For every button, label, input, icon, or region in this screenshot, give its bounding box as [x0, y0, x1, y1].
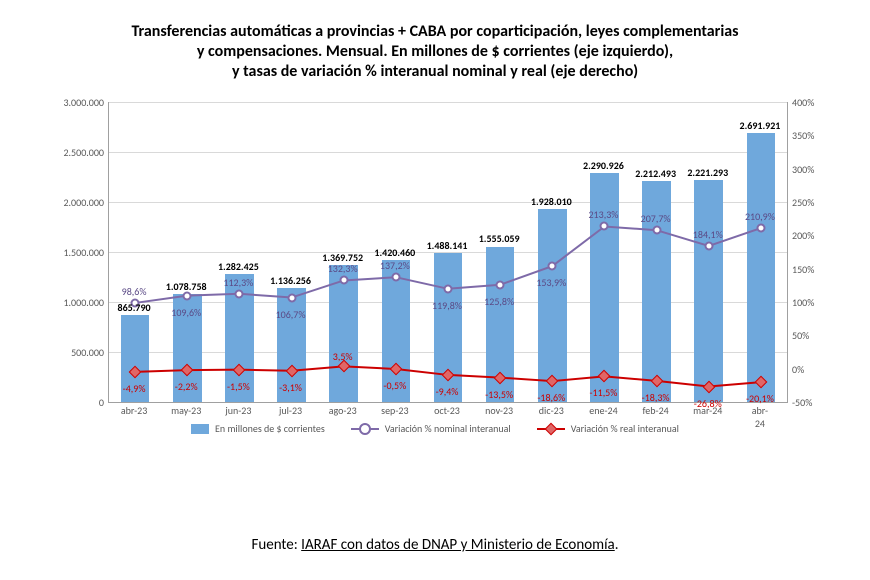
y-right-tick: 50%	[792, 329, 809, 342]
line-value-label: 137,2%	[380, 259, 410, 272]
x-tick: jun-23	[225, 404, 251, 417]
bar-value-label: 2.221.293	[687, 166, 728, 179]
y-right-tick: 350%	[792, 129, 814, 142]
bar-value-label: 1.420.460	[374, 246, 415, 259]
chart: abr-23 may-23 jun-23 jul-23 ago-23 sep-23 oct-…	[40, 92, 830, 422]
legend-label: Variación % real interanual	[571, 422, 679, 435]
source-text: IARAF con datos de DNAP y Ministerio de …	[301, 536, 615, 554]
title-line-3: y tasas de variación % interanual nomina…	[30, 62, 840, 82]
line-value-label: -20,1%	[746, 392, 774, 405]
line-value-label: 207,7%	[641, 212, 671, 225]
bar-value-label: 2.212.493	[635, 167, 676, 180]
x-tick: ago-23	[329, 404, 357, 417]
y-left-tick: 1.000.000	[44, 296, 104, 309]
line-value-label: -4,9%	[123, 382, 146, 395]
line-value-label: -18,3%	[642, 391, 670, 404]
legend-item: Variación % nominal interanual	[351, 422, 511, 435]
line-value-label: 125,8%	[484, 295, 514, 308]
line-value-label: 119,8%	[432, 299, 462, 312]
plot-area	[108, 102, 788, 403]
line-value-label: 112,3%	[223, 276, 253, 289]
y-right-tick: 0%	[792, 363, 804, 376]
x-tick: nov-23	[485, 404, 513, 417]
line-value-label: 98,6%	[122, 285, 147, 298]
title-line-2: y compensaciones. Mensual. En millones d…	[30, 42, 840, 62]
line-value-label: -1,5%	[227, 380, 250, 393]
y-right-tick: 200%	[792, 229, 814, 242]
line-value-label: 153,9%	[536, 276, 566, 289]
y-right-tick: -50%	[792, 396, 812, 409]
source-suffix: .	[615, 536, 619, 554]
x-tick: ene-24	[589, 404, 617, 417]
legend-item: En millones de $ corrientes	[191, 422, 325, 435]
x-axis: abr-23 may-23 jun-23 jul-23 ago-23 sep-23 oct-…	[108, 402, 786, 420]
x-tick: oct-23	[434, 404, 460, 417]
legend-label: En millones de $ corrientes	[215, 422, 325, 435]
line-value-label: 210,9%	[745, 210, 775, 223]
diamond-icon	[544, 422, 557, 435]
bar-value-label: 2.691.921	[740, 119, 781, 132]
line-value-label: 109,6%	[171, 306, 201, 319]
legend-swatch-line	[351, 424, 379, 434]
line-value-label: 132,3%	[328, 262, 358, 275]
line-value-label: -11,5%	[589, 386, 617, 399]
x-tick: may-23	[171, 404, 201, 417]
chart-title: Transferencias automáticas a provincias …	[30, 22, 840, 82]
bar-value-label: 1.488.141	[427, 239, 468, 252]
bar-value-label: 865.790	[118, 301, 151, 314]
circle-icon	[359, 423, 371, 435]
y-right-tick: 100%	[792, 296, 814, 309]
y-right-tick: 250%	[792, 196, 814, 209]
legend-label: Variación % nominal interanual	[385, 422, 511, 435]
y-right-tick: 300%	[792, 163, 814, 176]
line-value-label: 184,1%	[693, 228, 723, 241]
line-value-label: -18,6%	[537, 391, 565, 404]
y-right-tick: 150%	[792, 263, 814, 276]
line-value-label: 3,5%	[333, 350, 353, 363]
line-value-label: -9,4%	[436, 385, 459, 398]
line-value-label: 213,3%	[588, 208, 618, 221]
bar-value-label: 1.555.059	[479, 232, 520, 245]
line-value-label: -13,5%	[485, 388, 513, 401]
x-tick: jul-23	[279, 404, 302, 417]
legend: En millones de $ corrientes Variación % n…	[40, 422, 830, 435]
line-value-label: 106,7%	[276, 308, 306, 321]
y-left-tick: 3.000.000	[44, 96, 104, 109]
x-tick: feb-24	[642, 404, 668, 417]
bar-value-label: 2.290.926	[583, 159, 624, 172]
bar-value-label: 1.282.425	[218, 260, 259, 273]
page: Transferencias automáticas a provincias …	[0, 0, 870, 580]
x-tick: sep-23	[381, 404, 408, 417]
y-left-tick: 1.500.000	[44, 246, 104, 259]
legend-item: Variación % real interanual	[537, 422, 679, 435]
y-left-tick: 0	[44, 396, 104, 409]
x-tick: dic-23	[539, 404, 564, 417]
legend-swatch-line	[537, 424, 565, 434]
title-line-1: Transferencias automáticas a provincias …	[30, 22, 840, 42]
line-value-label: -3,1%	[279, 381, 302, 394]
line-value-label: -2,2%	[175, 380, 198, 393]
legend-swatch-bar	[191, 424, 209, 434]
y-right-tick: 400%	[792, 96, 814, 109]
bar-value-label: 1.078.758	[166, 280, 207, 293]
line-value-label: -26,8%	[694, 397, 722, 410]
source-line: Fuente: IARAF con datos de DNAP y Minist…	[0, 536, 870, 554]
bar-value-label: 1.136.256	[270, 274, 311, 287]
y-left-tick: 2.500.000	[44, 146, 104, 159]
line-value-label: -0,5%	[383, 379, 406, 392]
y-left-tick: 2.000.000	[44, 196, 104, 209]
y-left-tick: 500.000	[44, 346, 104, 359]
x-tick: abr-23	[121, 404, 147, 417]
source-prefix: Fuente:	[251, 536, 301, 554]
bar-value-label: 1.928.010	[531, 195, 572, 208]
